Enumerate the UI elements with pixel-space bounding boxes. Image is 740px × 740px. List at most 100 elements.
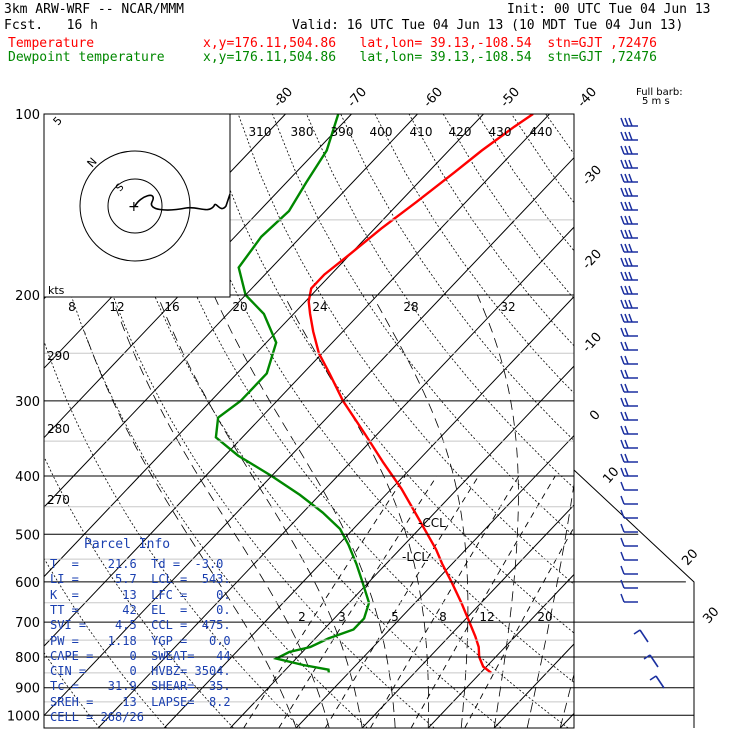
wind-barb-flag [620, 523, 625, 533]
wind-barb-flag [624, 173, 629, 183]
hodo-speed-tick: 8 [68, 300, 76, 314]
wind-barb-flag [624, 355, 629, 365]
wind-barb-flag [624, 187, 629, 197]
parcel-info-row: K = 13 LFC = 0. [50, 587, 231, 602]
dry-adiabat-line [374, 114, 574, 394]
dry-adiabat-line [306, 114, 574, 489]
pressure-tick-label: 900 [15, 682, 40, 697]
wind-barb-flag [620, 201, 625, 211]
dry-adiabat-line [682, 114, 740, 728]
low-level-wind-barb-flag [643, 654, 651, 660]
wind-barb-flag [628, 243, 633, 253]
wind-barb-flag [620, 453, 625, 463]
temperature-axis-label: -10 [580, 330, 605, 356]
dewpoint-profile [214, 114, 371, 673]
mixing-ratio-label: 8 [439, 610, 447, 624]
hodo-speed-tick: 32 [500, 300, 515, 314]
wind-barb-flag [620, 313, 625, 323]
wind-barb-flag [624, 229, 629, 239]
wind-barb-flag [628, 145, 633, 155]
wind-barb-flag [624, 145, 629, 155]
dry-adiabat-line [44, 651, 101, 728]
wind-barb-flag [628, 271, 633, 281]
dewpoint-legend-info: x,y=176.11,504.86 lat,lon= 39.13,-108.54… [203, 50, 657, 65]
wind-barb-flag [620, 159, 625, 169]
dry-adiabat-line [580, 114, 740, 728]
theta-label: 410 [410, 125, 433, 139]
low-level-wind-barb [655, 675, 665, 689]
wind-barb-flag [620, 383, 625, 393]
moist-adiabat-line [283, 294, 429, 728]
wind-barb-flag [620, 341, 625, 351]
isentrope-label: 280 [47, 422, 70, 436]
wind-barb-flag [628, 229, 633, 239]
forecast-hour: Fcst. 16 h [4, 18, 98, 33]
wind-barb-flag [624, 117, 629, 127]
plot-area [0, 114, 740, 728]
dry-adiabat-line [545, 114, 574, 155]
pressure-tick-label: 600 [15, 576, 40, 591]
wind-barb-flag [620, 215, 625, 225]
isotherm-line [0, 114, 22, 728]
wind-barb-flag [620, 173, 625, 183]
hodo-speed-tick: 28 [403, 300, 418, 314]
wind-barb-flag [620, 425, 625, 435]
plot-frame [43, 113, 575, 729]
hodo-speed-tick: 24 [312, 300, 327, 314]
dry-adiabat-line [135, 114, 569, 728]
wind-barb-flag [620, 299, 625, 309]
wind-barb-flag [628, 299, 633, 309]
valid-time: Valid: 16 UTC Tue 04 Jun 13 (10 MDT Tue … [292, 18, 684, 33]
theta-label: 440 [530, 125, 553, 139]
isotherm-line [44, 156, 574, 717]
wind-barb-flag [624, 397, 629, 407]
isentrope-label: 290 [47, 349, 70, 363]
wind-barb-flag [620, 271, 625, 281]
parcel-info-row: Tc = 31.9 SHEAR= 35. [50, 679, 231, 694]
wind-barb-flag [620, 397, 625, 407]
lcl-label: -LCL [402, 550, 428, 564]
temperature-axis-label: 20 [679, 546, 701, 568]
wind-barb-flag [624, 411, 629, 421]
wind-barb-flag [624, 243, 629, 253]
isotherm-line [163, 295, 574, 728]
theta-label: 380 [291, 125, 314, 139]
low-level-wind-barb-flag [633, 629, 641, 635]
dry-adiabat-line [44, 455, 234, 728]
parcel-info-row: SVI = 4.5 CCL = 475. [50, 618, 231, 633]
hodograph-ring-outer [79, 150, 191, 262]
ccl-label: -CCL [418, 516, 446, 530]
wind-barb-flag [628, 313, 633, 323]
temperature-axis-label: 30 [700, 604, 722, 626]
isotherm-line [44, 114, 418, 508]
low-level-wind-barb [639, 629, 649, 643]
wind-barb-flag [624, 299, 629, 309]
dry-adiabat-line [169, 114, 574, 683]
wind-barb-flag [628, 215, 633, 225]
wind-barb-flag [624, 341, 629, 351]
wind-barb-flag [628, 159, 633, 169]
wind-barb-flag [624, 285, 629, 295]
isotherm-line [493, 643, 574, 728]
mixing-ratio-label: 3 [338, 610, 346, 624]
temperature-legend-info: x,y=176.11,504.86 lat,lon= 39.13,-108.54… [203, 36, 657, 51]
wind-barb-flag [628, 173, 633, 183]
mixing-ratio-line [370, 475, 520, 728]
moist-adiabat-line [371, 294, 469, 728]
wind-barb-flag [620, 481, 625, 491]
wind-barb-flag [620, 439, 625, 449]
wind-barb-flag [624, 383, 629, 393]
wind-barb-flag [628, 285, 633, 295]
parcel-info-row: LI = 5.7 LCL = 543. [50, 572, 231, 587]
wind-barb-flag [628, 131, 633, 141]
pressure-tick-label: 700 [15, 616, 40, 631]
isotherm-line [97, 226, 574, 728]
wind-barb-flag [628, 187, 633, 197]
isentrope-label: 270 [47, 493, 70, 507]
wind-barb-flag [624, 131, 629, 141]
wind-barb-flag [620, 467, 625, 477]
pressure-tick-label: 800 [15, 651, 40, 666]
parcel-info-row: T = 21.6 Td = -3.0 [50, 557, 224, 571]
temperature-legend-label: Temperature [8, 36, 95, 51]
wind-barb-flag [620, 145, 625, 155]
